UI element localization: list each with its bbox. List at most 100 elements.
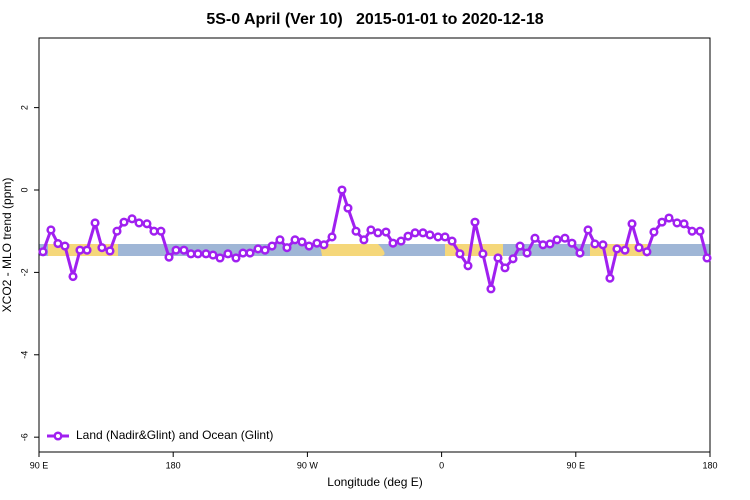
chart-title: 5S-0 April (Ver 10) 2015-01-01 to 2020-1… [206, 11, 543, 28]
point [164, 252, 174, 262]
point [260, 245, 270, 255]
point [403, 231, 413, 241]
point [82, 245, 92, 255]
point [545, 239, 555, 249]
point [343, 203, 353, 213]
point [201, 249, 211, 259]
point [620, 245, 630, 255]
point [97, 243, 107, 253]
point [493, 253, 503, 263]
y-tick-label: 0 [19, 187, 29, 192]
point [425, 230, 435, 240]
point [304, 241, 314, 251]
point [359, 235, 369, 245]
x-tick-label: 180 [702, 460, 717, 470]
point [215, 253, 225, 263]
point [702, 253, 712, 263]
point [90, 218, 100, 228]
point [366, 225, 376, 235]
point [560, 233, 570, 243]
point [171, 245, 181, 255]
point [478, 249, 488, 259]
point [75, 245, 85, 255]
point [105, 246, 115, 256]
point [418, 228, 428, 238]
point [351, 226, 361, 236]
point [657, 217, 667, 227]
point [538, 240, 548, 250]
y-tick-label: -4 [19, 351, 29, 359]
point [679, 219, 689, 229]
point [119, 217, 129, 227]
point [583, 225, 593, 235]
point [186, 249, 196, 259]
x-tick-label: 90 E [30, 460, 49, 470]
point [208, 250, 218, 260]
point [522, 248, 532, 258]
point [381, 227, 391, 237]
point [672, 218, 682, 228]
point [463, 261, 473, 271]
point [38, 247, 48, 257]
point [231, 253, 241, 263]
point [253, 244, 263, 254]
legend-label: Land (Nadir&Glint) and Ocean (Glint) [76, 428, 273, 442]
point [267, 241, 277, 251]
point [142, 219, 152, 229]
point [575, 248, 585, 258]
point [245, 248, 255, 258]
point [275, 235, 285, 245]
point [193, 249, 203, 259]
point [337, 185, 347, 195]
point [649, 227, 659, 237]
point [290, 235, 300, 245]
x-tick-label: 180 [166, 460, 181, 470]
point [53, 239, 63, 249]
point [634, 243, 644, 253]
point [590, 239, 600, 249]
point [46, 225, 56, 235]
point [410, 228, 420, 238]
x-tick-label: 90 W [297, 460, 319, 470]
point [515, 241, 525, 251]
point [156, 226, 166, 236]
point [687, 226, 697, 236]
point [60, 241, 70, 251]
point [567, 238, 577, 248]
point [552, 235, 562, 245]
point [695, 226, 705, 236]
point [627, 219, 637, 229]
y-tick-label: 2 [19, 105, 29, 110]
point [605, 273, 615, 283]
x-tick-label: 90 E [567, 460, 586, 470]
point [433, 232, 443, 242]
point [112, 226, 122, 236]
y-axis-label: XCO2 - MLO trend (ppm) [0, 178, 14, 313]
point [319, 240, 329, 250]
point [238, 248, 248, 258]
point [223, 249, 233, 259]
point [530, 233, 540, 243]
point [447, 236, 457, 246]
point [500, 263, 510, 273]
point [179, 245, 189, 255]
point [388, 238, 398, 248]
legend-marker [53, 431, 63, 441]
point [297, 237, 307, 247]
y-tick-label: -2 [19, 268, 29, 276]
point [440, 232, 450, 242]
point [149, 226, 159, 236]
point [642, 247, 652, 257]
y-tick-label: -6 [19, 433, 29, 441]
point [470, 217, 480, 227]
point [508, 254, 518, 264]
plot-frame [38, 37, 711, 453]
point [327, 232, 337, 242]
point [396, 236, 406, 246]
x-tick-label: 0 [439, 460, 444, 470]
point [664, 213, 674, 223]
point [373, 228, 383, 238]
point [486, 284, 496, 294]
point [68, 271, 78, 282]
